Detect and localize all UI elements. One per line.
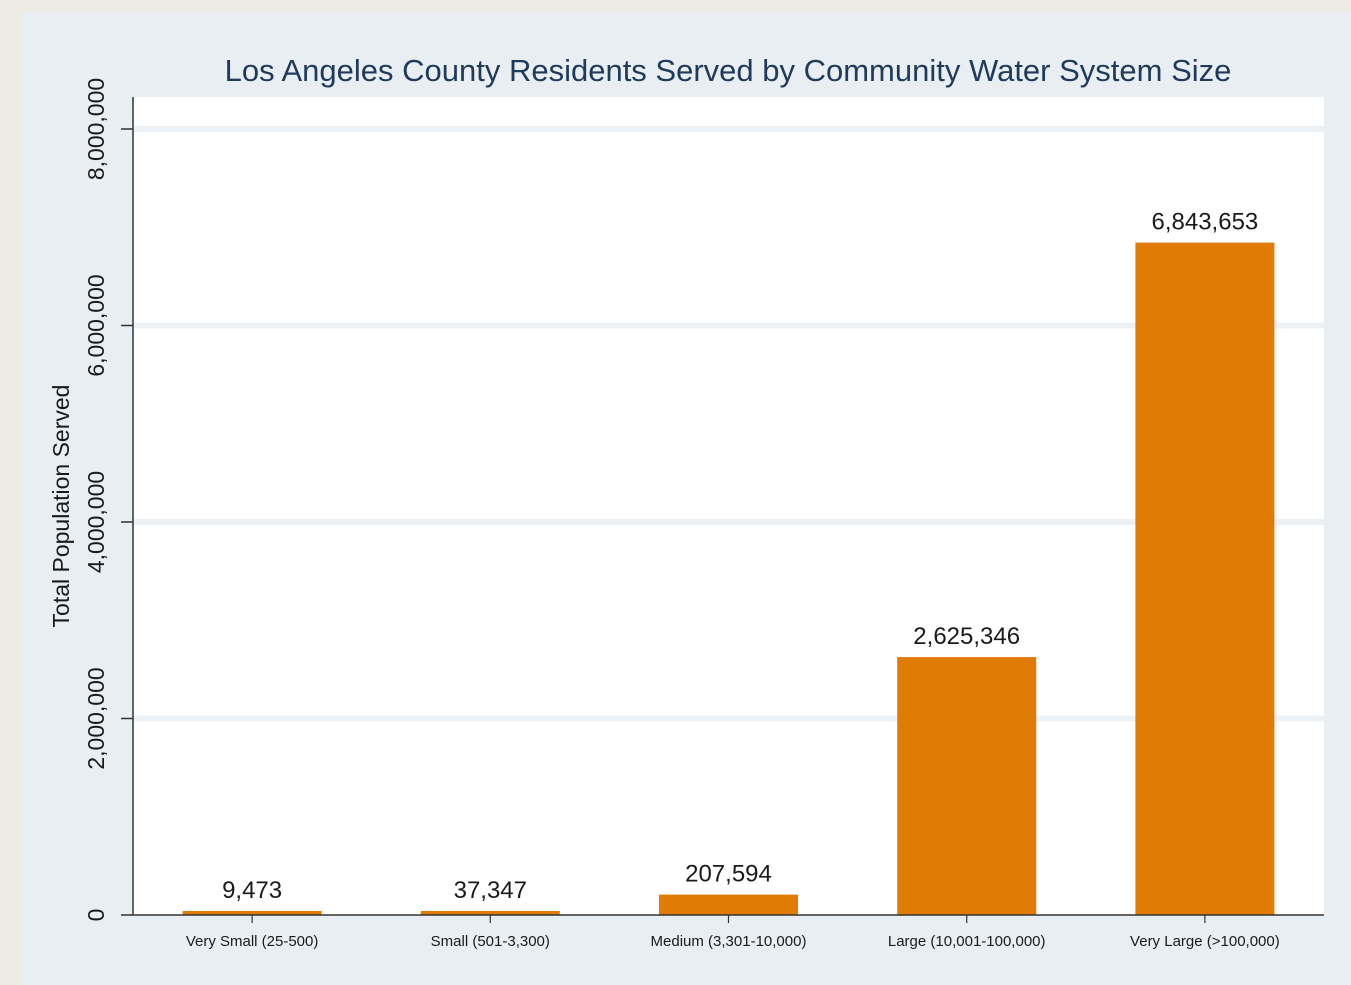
x-tick-label: Medium (3,301-10,000) [651,933,807,950]
y-tick-label: 2,000,000 [83,667,109,769]
data-label: 6,843,653 [1152,209,1259,236]
gridlines [133,126,1324,722]
data-label: 9,473 [222,877,282,904]
x-tick-label: Large (10,001-100,000) [888,933,1046,950]
bar [420,911,560,915]
y-tick-label: 6,000,000 [83,274,109,376]
data-labels: 9,473 37,347 207,594 2,625,346 6,843,653 [222,209,1258,904]
data-label: 2,625,346 [913,623,1020,650]
bar [1135,242,1275,916]
x-tick-label: Small (501-3,300) [431,933,550,950]
bar [182,911,322,915]
chart-title: Los Angeles County Residents Served by C… [225,53,1232,88]
x-ticks: Very Small (25-500) Small (501-3,300) Medi… [186,915,1280,950]
data-label: 207,594 [685,861,772,888]
bar [659,894,798,915]
y-tick-label: 0 [83,909,109,922]
y-tick-label: 4,000,000 [83,471,109,573]
y-ticks: 0 2,000,000 4,000,000 6,000,000 8,000,000 [83,78,133,922]
y-tick-label: 8,000,000 [83,78,109,180]
plot-area [133,97,1324,915]
data-label: 37,347 [454,877,527,904]
x-tick-label: Very Large (>100,000) [1130,933,1280,950]
x-tick-label: Very Small (25-500) [186,933,319,950]
y-axis-label: Total Population Served [48,385,74,628]
bar [897,657,1037,915]
bars [182,242,1275,916]
